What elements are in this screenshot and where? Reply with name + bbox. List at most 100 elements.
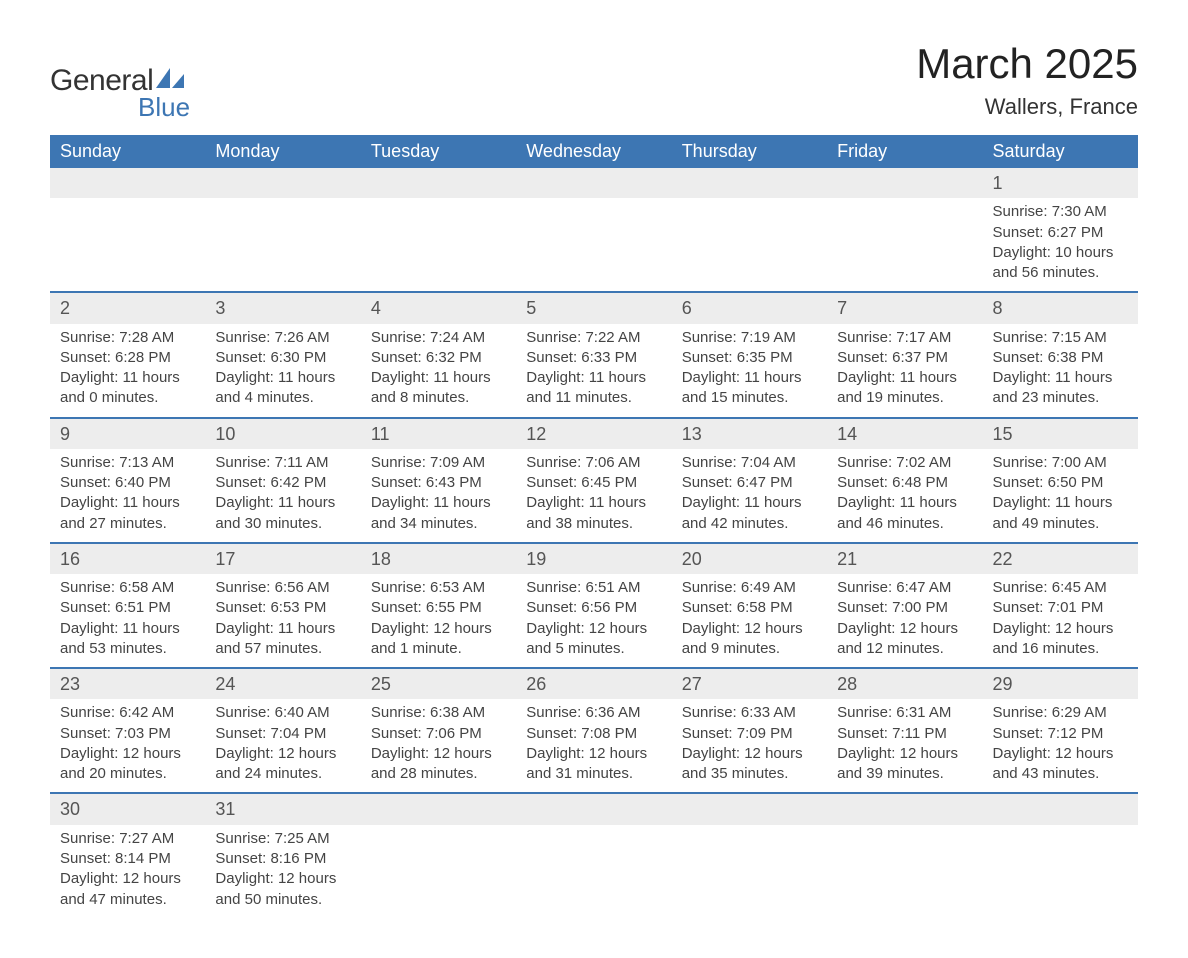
day-number-cell [983, 793, 1138, 824]
sunrise-text: Sunrise: 7:15 AM [993, 328, 1128, 348]
day-detail-cell [50, 198, 205, 292]
sail-icon [156, 68, 184, 90]
day-number-cell: 20 [672, 543, 827, 574]
day2-text: and 23 minutes. [993, 388, 1128, 408]
sunrise-text: Sunrise: 7:13 AM [60, 453, 195, 473]
day2-text: and 11 minutes. [526, 388, 661, 408]
day-number-cell: 30 [50, 793, 205, 824]
sunrise-text: Sunrise: 6:31 AM [837, 703, 972, 723]
day2-text: and 19 minutes. [837, 388, 972, 408]
sunset-text: Sunset: 6:45 PM [526, 473, 661, 493]
day-number-cell: 9 [50, 418, 205, 449]
day1-text: Daylight: 11 hours [215, 619, 350, 639]
calendar-body: 1Sunrise: 7:30 AMSunset: 6:27 PMDaylight… [50, 168, 1138, 918]
sunset-text: Sunset: 8:16 PM [215, 849, 350, 869]
sunset-text: Sunset: 6:56 PM [526, 598, 661, 618]
sunrise-text: Sunrise: 6:36 AM [526, 703, 661, 723]
day-detail-cell [516, 825, 671, 918]
day1-text: Daylight: 11 hours [60, 368, 195, 388]
day-number-row: 23242526272829 [50, 668, 1138, 699]
day-detail-cell: Sunrise: 7:25 AMSunset: 8:16 PMDaylight:… [205, 825, 360, 918]
day-body-row: Sunrise: 6:58 AMSunset: 6:51 PMDaylight:… [50, 574, 1138, 668]
day-number-cell: 27 [672, 668, 827, 699]
sunrise-text: Sunrise: 7:22 AM [526, 328, 661, 348]
sunset-text: Sunset: 7:09 PM [682, 724, 817, 744]
day-number-cell: 10 [205, 418, 360, 449]
weekday-header: Thursday [672, 135, 827, 168]
day-number-cell: 2 [50, 292, 205, 323]
day1-text: Daylight: 12 hours [993, 619, 1128, 639]
day1-text: Daylight: 11 hours [993, 368, 1128, 388]
sunrise-text: Sunrise: 6:53 AM [371, 578, 506, 598]
weekday-header: Sunday [50, 135, 205, 168]
sunrise-text: Sunrise: 7:09 AM [371, 453, 506, 473]
sunset-text: Sunset: 6:37 PM [837, 348, 972, 368]
day-detail-cell: Sunrise: 7:13 AMSunset: 6:40 PMDaylight:… [50, 449, 205, 543]
day-detail-cell: Sunrise: 6:56 AMSunset: 6:53 PMDaylight:… [205, 574, 360, 668]
day1-text: Daylight: 11 hours [682, 493, 817, 513]
day-number-cell: 29 [983, 668, 1138, 699]
weekday-header: Saturday [983, 135, 1138, 168]
day2-text: and 16 minutes. [993, 639, 1128, 659]
day-number-row: 9101112131415 [50, 418, 1138, 449]
day-detail-cell: Sunrise: 7:24 AMSunset: 6:32 PMDaylight:… [361, 324, 516, 418]
sunrise-text: Sunrise: 7:27 AM [60, 829, 195, 849]
day2-text: and 4 minutes. [215, 388, 350, 408]
day1-text: Daylight: 12 hours [215, 744, 350, 764]
sunset-text: Sunset: 6:40 PM [60, 473, 195, 493]
day-detail-cell: Sunrise: 7:09 AMSunset: 6:43 PMDaylight:… [361, 449, 516, 543]
sunset-text: Sunset: 6:50 PM [993, 473, 1128, 493]
day2-text: and 20 minutes. [60, 764, 195, 784]
day2-text: and 9 minutes. [682, 639, 817, 659]
sunset-text: Sunset: 6:27 PM [993, 223, 1128, 243]
day-detail-cell: Sunrise: 7:27 AMSunset: 8:14 PMDaylight:… [50, 825, 205, 918]
day-detail-cell: Sunrise: 7:28 AMSunset: 6:28 PMDaylight:… [50, 324, 205, 418]
day-number-cell [672, 793, 827, 824]
sunset-text: Sunset: 6:38 PM [993, 348, 1128, 368]
day-number-cell: 23 [50, 668, 205, 699]
day1-text: Daylight: 12 hours [526, 619, 661, 639]
day-detail-cell: Sunrise: 6:31 AMSunset: 7:11 PMDaylight:… [827, 699, 982, 793]
sunrise-text: Sunrise: 7:24 AM [371, 328, 506, 348]
day-number-cell [516, 168, 671, 198]
day-detail-cell [672, 198, 827, 292]
sunrise-text: Sunrise: 7:11 AM [215, 453, 350, 473]
day1-text: Daylight: 12 hours [993, 744, 1128, 764]
sunset-text: Sunset: 6:53 PM [215, 598, 350, 618]
day1-text: Daylight: 12 hours [371, 619, 506, 639]
day-detail-cell [205, 198, 360, 292]
day-number-cell: 18 [361, 543, 516, 574]
day2-text: and 42 minutes. [682, 514, 817, 534]
day-body-row: Sunrise: 6:42 AMSunset: 7:03 PMDaylight:… [50, 699, 1138, 793]
sunrise-text: Sunrise: 7:25 AM [215, 829, 350, 849]
day-detail-cell: Sunrise: 6:40 AMSunset: 7:04 PMDaylight:… [205, 699, 360, 793]
day1-text: Daylight: 12 hours [215, 869, 350, 889]
day2-text: and 43 minutes. [993, 764, 1128, 784]
brand-blue-text: Blue [138, 92, 190, 123]
sunrise-text: Sunrise: 7:06 AM [526, 453, 661, 473]
day-detail-cell: Sunrise: 7:04 AMSunset: 6:47 PMDaylight:… [672, 449, 827, 543]
day-number-cell: 24 [205, 668, 360, 699]
day2-text: and 56 minutes. [993, 263, 1128, 283]
sunset-text: Sunset: 6:33 PM [526, 348, 661, 368]
day2-text: and 53 minutes. [60, 639, 195, 659]
day-detail-cell: Sunrise: 7:11 AMSunset: 6:42 PMDaylight:… [205, 449, 360, 543]
sunrise-text: Sunrise: 7:26 AM [215, 328, 350, 348]
day2-text: and 49 minutes. [993, 514, 1128, 534]
day1-text: Daylight: 11 hours [682, 368, 817, 388]
day-number-cell: 13 [672, 418, 827, 449]
sunrise-text: Sunrise: 6:51 AM [526, 578, 661, 598]
day-number-row: 16171819202122 [50, 543, 1138, 574]
day1-text: Daylight: 11 hours [526, 493, 661, 513]
day-number-cell: 25 [361, 668, 516, 699]
sunrise-text: Sunrise: 6:56 AM [215, 578, 350, 598]
day-number-row: 2345678 [50, 292, 1138, 323]
day-number-cell: 31 [205, 793, 360, 824]
day-detail-cell: Sunrise: 6:51 AMSunset: 6:56 PMDaylight:… [516, 574, 671, 668]
sunset-text: Sunset: 7:06 PM [371, 724, 506, 744]
sunrise-text: Sunrise: 7:19 AM [682, 328, 817, 348]
day-detail-cell: Sunrise: 6:38 AMSunset: 7:06 PMDaylight:… [361, 699, 516, 793]
day2-text: and 30 minutes. [215, 514, 350, 534]
sunset-text: Sunset: 6:28 PM [60, 348, 195, 368]
day1-text: Daylight: 12 hours [837, 744, 972, 764]
